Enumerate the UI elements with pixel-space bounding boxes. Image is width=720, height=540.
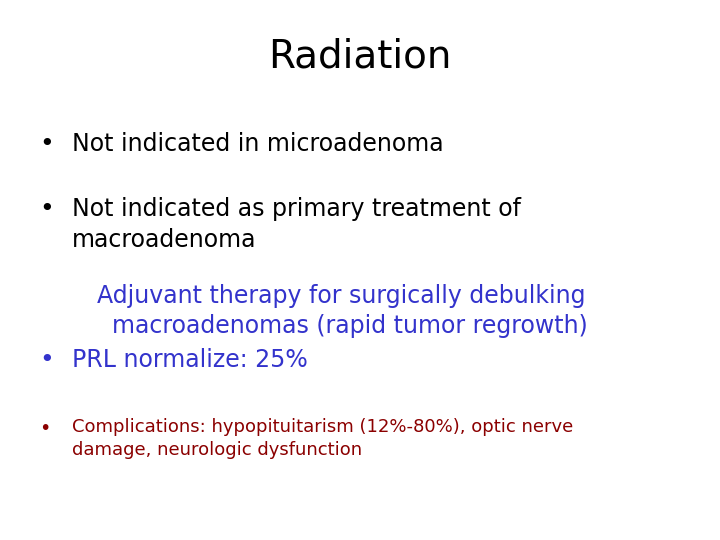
Text: Complications: hypopituitarism (12%-80%), optic nerve
damage, neurologic dysfunc: Complications: hypopituitarism (12%-80%)…: [72, 418, 573, 460]
Text: Adjuvant therapy for surgically debulking
  macroadenomas (rapid tumor regrowth): Adjuvant therapy for surgically debulkin…: [97, 284, 588, 338]
Text: •: •: [40, 418, 51, 437]
Text: Radiation: Radiation: [269, 38, 451, 76]
Text: PRL normalize: 25%: PRL normalize: 25%: [72, 348, 307, 372]
Text: •: •: [40, 132, 54, 156]
Text: Not indicated in microadenoma: Not indicated in microadenoma: [72, 132, 444, 156]
Text: •: •: [40, 197, 54, 221]
Text: •: •: [40, 348, 54, 372]
Text: Not indicated as primary treatment of
macroadenoma: Not indicated as primary treatment of ma…: [72, 197, 521, 252]
